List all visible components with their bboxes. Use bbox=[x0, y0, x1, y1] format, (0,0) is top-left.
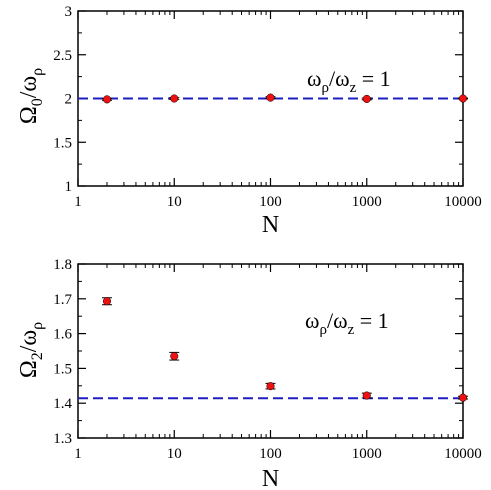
y-label-sub2: ρ bbox=[29, 68, 46, 76]
x-tick-label: 100 bbox=[259, 194, 282, 210]
x-tick-label: 10000 bbox=[444, 194, 482, 210]
annot-a: ω bbox=[307, 66, 321, 91]
annot-a-sub: ρ bbox=[319, 322, 327, 338]
y-tick-label: 2 bbox=[65, 92, 73, 108]
y-tick-label: 1.4 bbox=[53, 396, 72, 412]
y-label-slash: /ω bbox=[16, 330, 42, 352]
annot-a: ω bbox=[305, 308, 319, 333]
data-point bbox=[170, 352, 179, 361]
y-tick-label: 1 bbox=[65, 179, 73, 195]
x-axis-label: N bbox=[262, 466, 279, 490]
y-tick-label: 2.5 bbox=[53, 48, 72, 64]
data-point bbox=[170, 94, 179, 103]
y-tick-label: 1.7 bbox=[53, 292, 72, 308]
annot-tail: = 1 bbox=[354, 308, 388, 333]
x-tick-label: 10 bbox=[167, 446, 182, 462]
plot-frame bbox=[77, 263, 464, 439]
x-tick-label: 1000 bbox=[352, 446, 382, 462]
y-label-base: Ω bbox=[16, 360, 42, 378]
y-tick-label: 1.6 bbox=[53, 327, 72, 343]
data-point bbox=[362, 94, 371, 103]
y-tick-label: 1.8 bbox=[53, 257, 72, 273]
annot-mid: /ω bbox=[329, 66, 350, 91]
annotation: ωρ/ωz = 1 bbox=[307, 66, 391, 96]
data-point bbox=[362, 391, 371, 400]
data-point bbox=[458, 94, 468, 103]
y-axis-label: Ω2/ωρ bbox=[16, 322, 46, 378]
data-point bbox=[102, 297, 112, 306]
x-tick-label: 10 bbox=[167, 194, 182, 210]
annotation: ωρ/ωz = 1 bbox=[305, 308, 389, 338]
y-label-base: Ω bbox=[16, 106, 42, 124]
y-label-sub2: ρ bbox=[29, 322, 46, 330]
annot-b-sub: z bbox=[348, 322, 355, 338]
data-point bbox=[266, 93, 275, 102]
y-tick-label: 1.3 bbox=[53, 431, 72, 447]
annot-b-sub: z bbox=[350, 80, 357, 96]
data-point bbox=[266, 382, 275, 391]
x-tick-label: 100 bbox=[259, 446, 282, 462]
y-label-sub: 0 bbox=[29, 98, 46, 106]
x-tick-label: 1000 bbox=[352, 194, 382, 210]
y-label-slash: /ω bbox=[16, 76, 42, 98]
x-axis-label: N bbox=[262, 212, 279, 238]
annot-a-sub: ρ bbox=[321, 80, 329, 96]
y-tick-label: 3 bbox=[65, 4, 73, 20]
x-tick-label: 1 bbox=[74, 194, 82, 210]
annot-mid: /ω bbox=[327, 308, 348, 333]
x-tick-label: 1 bbox=[74, 446, 82, 462]
y-tick-label: 1.5 bbox=[53, 135, 72, 151]
x-tick-label: 10000 bbox=[444, 446, 482, 462]
data-point bbox=[458, 393, 468, 402]
y-axis-label: Ω0/ωρ bbox=[16, 68, 46, 124]
y-label-sub: 2 bbox=[29, 352, 46, 360]
data-point bbox=[102, 95, 112, 104]
y-tick-label: 1.5 bbox=[53, 361, 72, 377]
annot-tail: = 1 bbox=[356, 66, 390, 91]
